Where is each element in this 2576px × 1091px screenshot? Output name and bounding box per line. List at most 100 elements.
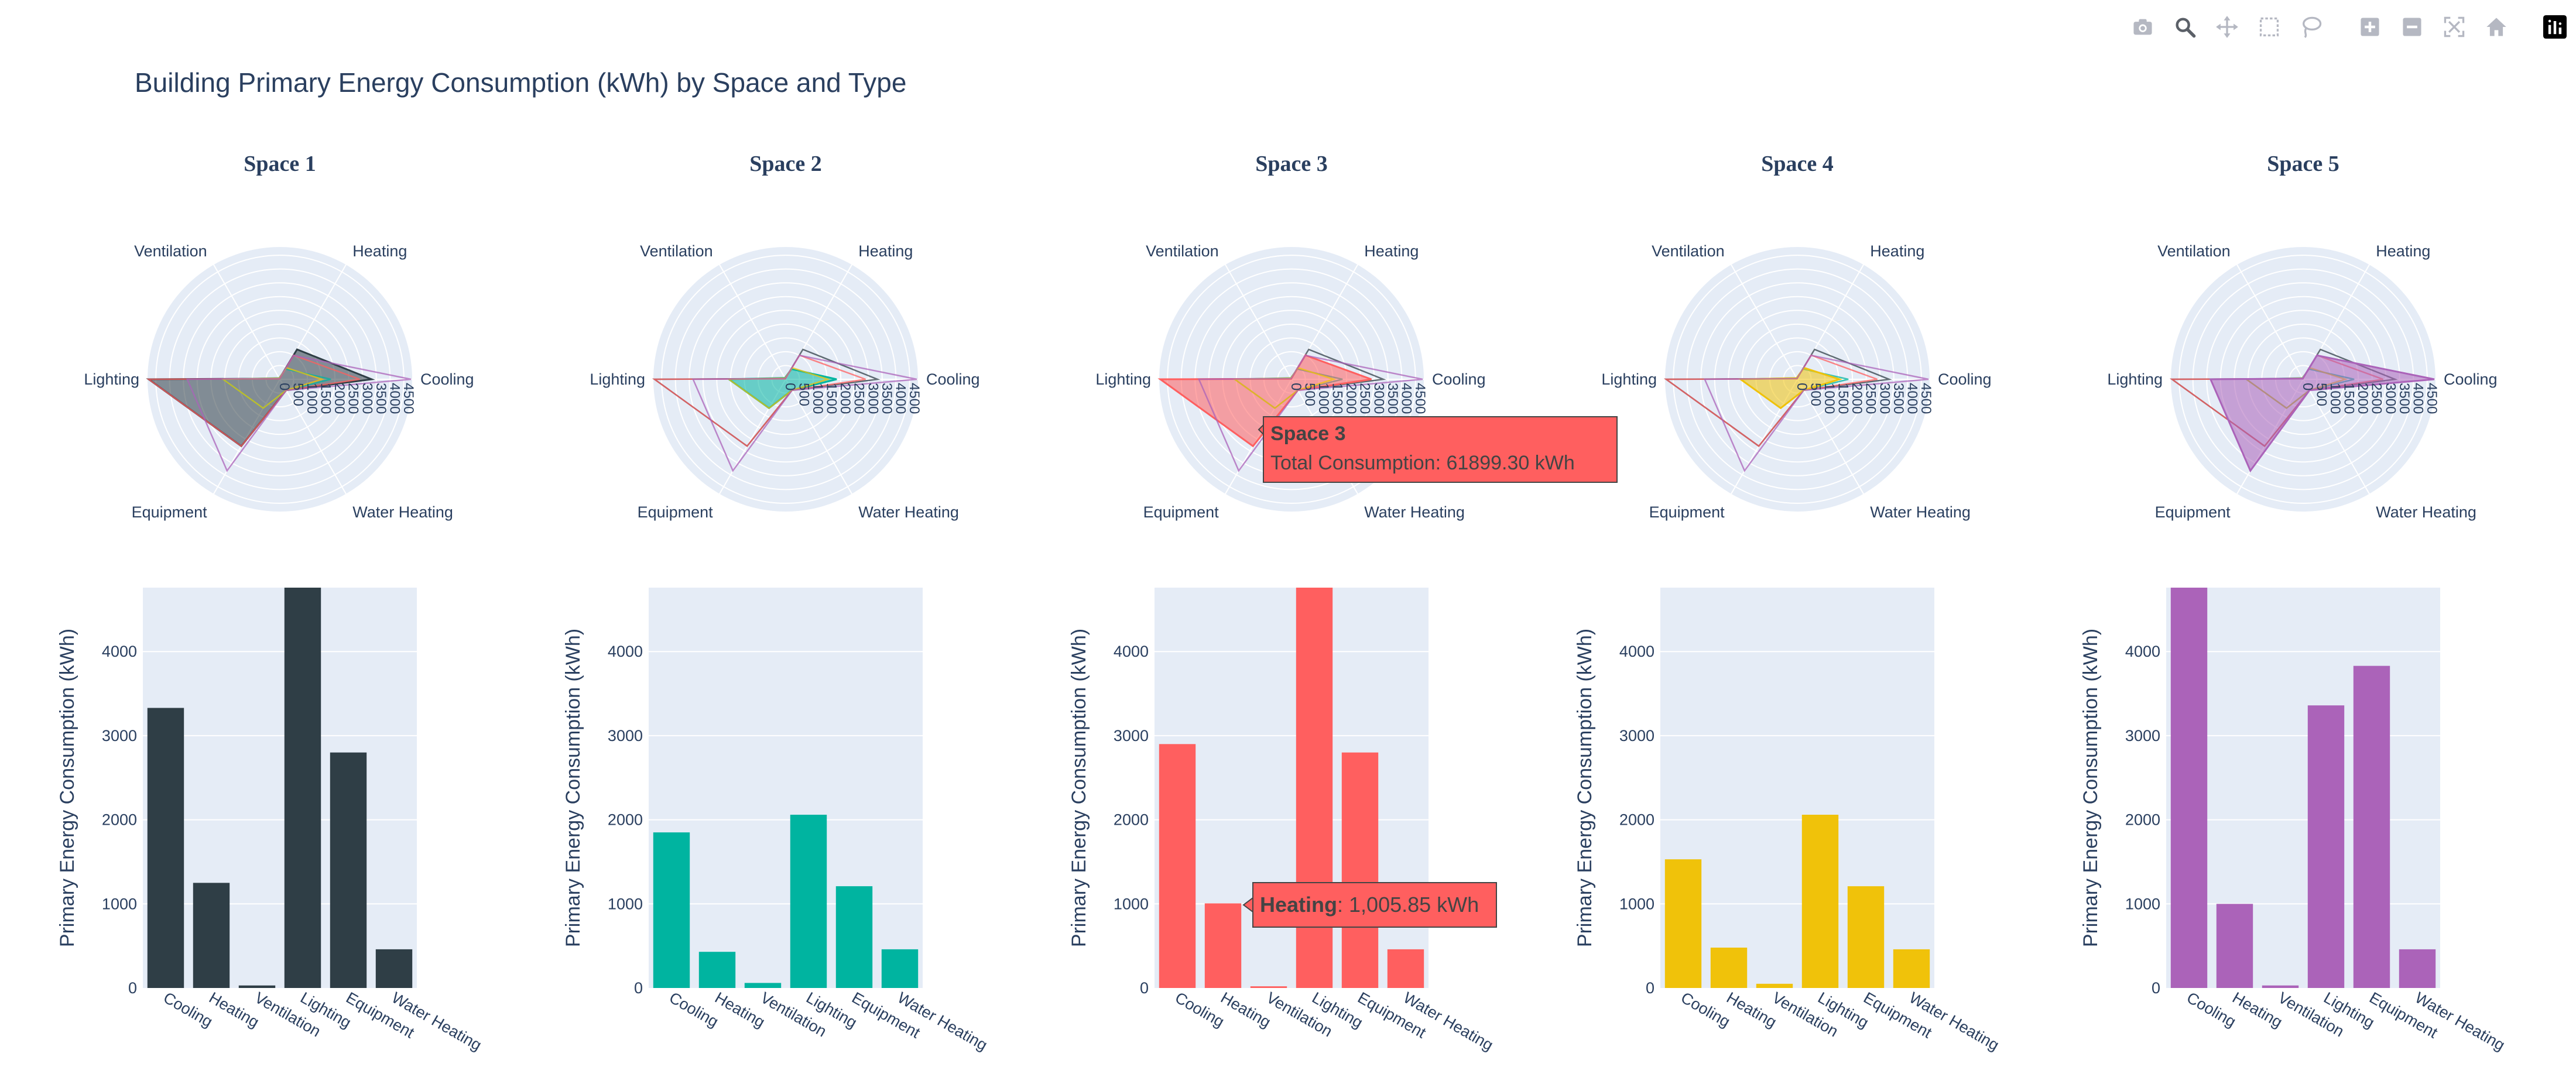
hover-label-bar: Heating: 1,005.85 kWh xyxy=(1242,882,1497,928)
polar-radial-tick: 1500 xyxy=(318,383,334,414)
bar xyxy=(147,708,184,988)
bar xyxy=(1204,903,1242,988)
polar-spoke xyxy=(279,379,347,495)
bar-ytick-label: 2000 xyxy=(2125,811,2160,829)
polar-radial-tick: 4000 xyxy=(892,383,908,414)
bar-ylabel: Primary Energy Consumption (kWh) xyxy=(56,629,78,947)
bar-chart: 01000200030004000CoolingHeatingVentilati… xyxy=(2080,588,2508,1054)
hover-box xyxy=(1263,416,1618,483)
polar-radial-tick: 1500 xyxy=(824,383,840,414)
polar-radial-tick: 3500 xyxy=(1890,383,1906,414)
bar xyxy=(1756,983,1793,988)
bar-ytick-label: 4000 xyxy=(2125,643,2160,660)
bar-ytick-label: 1000 xyxy=(1619,895,1654,912)
bar-ytick-label: 0 xyxy=(2152,979,2160,997)
hover-text: Total Consumption: 61899.30 kWh xyxy=(1270,452,1575,474)
bar-plot-background xyxy=(1660,588,1934,988)
polar-spoke xyxy=(213,264,280,380)
subplot-5: Space 5050010001500200025003000350040004… xyxy=(2080,152,2508,1054)
zoom-icon[interactable] xyxy=(2164,8,2206,46)
polar-angular-label: Water Heating xyxy=(858,503,959,521)
lasso-select-icon[interactable] xyxy=(2290,8,2332,46)
bar-xtick-label: Heating xyxy=(1724,989,1780,1031)
bar-ylabel: Primary Energy Consumption (kWh) xyxy=(1574,629,1596,947)
polar-radial-tick: 2000 xyxy=(2355,383,2371,414)
polar-angular-label: Equipment xyxy=(132,503,208,521)
polar-spoke xyxy=(2236,264,2304,380)
subplot-2: Space 2050010001500200025003000350040004… xyxy=(562,152,991,1054)
hover-box xyxy=(1252,882,1497,928)
bar-ytick-label: 4000 xyxy=(608,643,643,660)
autoscale-icon[interactable] xyxy=(2433,8,2475,46)
polar-angular-label: Water Heating xyxy=(1364,503,1465,521)
subplot-title: Space 1 xyxy=(244,152,316,176)
polar-radial-tick: 2500 xyxy=(1357,383,1373,414)
polar-radial-tick: 2500 xyxy=(345,383,361,414)
bar xyxy=(193,883,230,988)
bar-xtick-label: Heating xyxy=(712,989,768,1031)
zoom-in-icon[interactable] xyxy=(2349,8,2391,46)
polar-angular-label: Water Heating xyxy=(2376,503,2476,521)
bar-plot-background xyxy=(143,588,417,988)
polar-spoke xyxy=(2303,379,2370,495)
bar-xtick-label: Cooling xyxy=(1678,989,1733,1031)
polar-radial-tick: 4000 xyxy=(386,383,402,414)
polar-angular-label: Ventilation xyxy=(640,242,713,260)
polar-angular-label: Cooling xyxy=(1432,370,1486,388)
polar-radial-tick: 1000 xyxy=(304,383,320,414)
polar-angular-label: Water Heating xyxy=(1870,503,1971,521)
subplot-title: Space 4 xyxy=(1761,152,1834,176)
polar-angular-label: Equipment xyxy=(1143,503,1220,521)
polar-radial-tick: 1500 xyxy=(1330,383,1345,414)
bar-ylabel: Primary Energy Consumption (kWh) xyxy=(1068,629,1090,947)
bar xyxy=(1893,949,1930,988)
polar-radial-tick: 4000 xyxy=(1904,383,1920,414)
camera-icon[interactable] xyxy=(2122,8,2164,46)
zoom-out-icon[interactable] xyxy=(2391,8,2433,46)
polar-spoke xyxy=(1797,379,1864,495)
bar xyxy=(2399,949,2436,988)
bar xyxy=(1847,886,1885,988)
bar-xtick-label: Cooling xyxy=(2184,989,2239,1031)
bar-plot-background xyxy=(649,588,923,988)
bar xyxy=(1387,949,1424,988)
polar-angular-label: Lighting xyxy=(84,370,139,388)
bar xyxy=(375,949,413,988)
polar-angular-label: Cooling xyxy=(2444,370,2498,388)
polar-radial-tick: 4500 xyxy=(1412,383,1428,414)
pan-icon[interactable] xyxy=(2206,8,2248,46)
plotly-logo-icon[interactable] xyxy=(2534,8,2576,46)
polar-radial-tick: 0 xyxy=(276,383,292,390)
bar-chart: 01000200030004000CoolingHeatingVentilati… xyxy=(1574,588,2002,1054)
subplot-4: Space 4 050010001500200025003000350040004… xyxy=(1574,152,2002,1054)
polar-angular-label: Heating xyxy=(858,242,913,260)
polar-radial-tick: 1500 xyxy=(1835,383,1851,414)
polar-radial-tick: 3000 xyxy=(2382,383,2398,414)
bar xyxy=(744,983,782,988)
polar-angular-label: Ventilation xyxy=(2157,242,2231,260)
polar-radial-tick: 2500 xyxy=(1863,383,1879,414)
polar-radial-tick: 2000 xyxy=(1343,383,1359,414)
polar-spoke xyxy=(785,379,852,495)
bar-ytick-label: 1000 xyxy=(2125,895,2160,912)
polar-angular-label: Equipment xyxy=(1649,503,1725,521)
polar-radial-tick: 1000 xyxy=(810,383,825,414)
reset-axes-icon[interactable] xyxy=(2475,8,2517,46)
polar-radial-tick: 500 xyxy=(1302,383,1318,406)
bar xyxy=(653,832,690,988)
polar-angular-label: Ventilation xyxy=(1146,242,1219,260)
polar-angular-label: Cooling xyxy=(1938,370,1992,388)
polar-radial-tick: 0 xyxy=(2300,383,2315,390)
box-select-icon[interactable] xyxy=(2248,8,2290,46)
polar-angular-label: Ventilation xyxy=(1652,242,1725,260)
polar-radial-tick: 4500 xyxy=(2424,383,2440,414)
hover-text: Heating: 1,005.85 kWh xyxy=(1260,893,1479,917)
hover-label-polar: Space 3 Total Consumption: 61899.30 kWh xyxy=(1258,416,1618,483)
bar-xtick-label: Heating xyxy=(2229,989,2286,1031)
bar xyxy=(1296,588,1333,988)
